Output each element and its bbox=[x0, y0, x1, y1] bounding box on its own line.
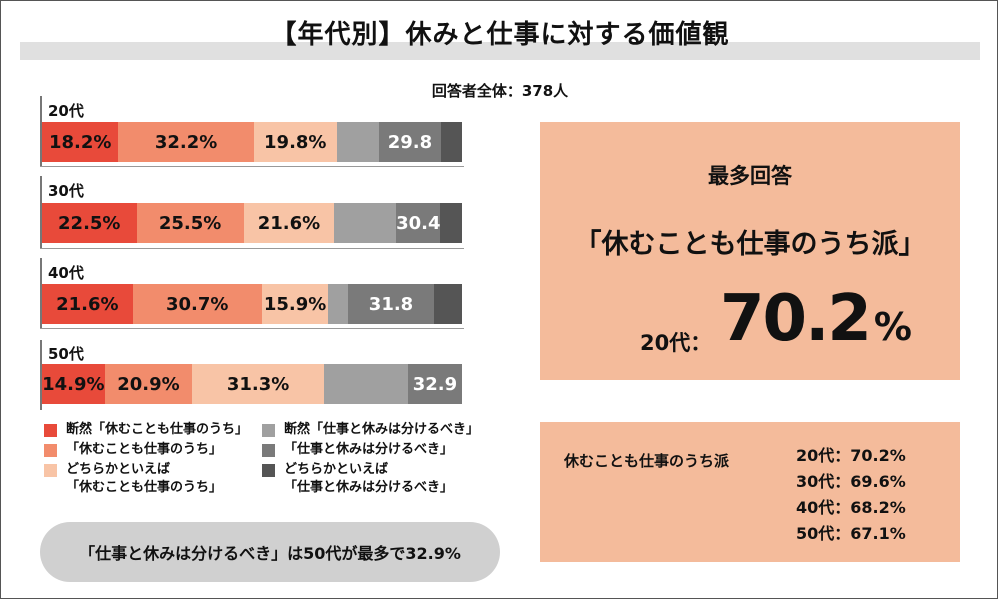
bar-segment: 22.5% bbox=[42, 203, 137, 243]
bar-segment bbox=[334, 203, 397, 243]
row-divider bbox=[40, 248, 464, 249]
row-rule-50s bbox=[40, 340, 42, 410]
bar-segment bbox=[434, 284, 462, 324]
bar-30s: 22.5% 25.5% 21.6% 30.4 bbox=[42, 203, 462, 243]
legend-swatch bbox=[44, 424, 57, 437]
bar-segment bbox=[441, 122, 462, 162]
legend-item: 「休むことも仕事のうち」 bbox=[66, 441, 222, 459]
bar-segment-label: 31.8 bbox=[368, 293, 414, 315]
bar-segment: 19.8% bbox=[253, 122, 337, 162]
legend-text: どちらかといえば bbox=[66, 462, 171, 477]
bar-segment-label: 21.6% bbox=[56, 293, 119, 315]
bar-segment-label: 22.5% bbox=[58, 212, 121, 234]
legend-item: 「仕事と休みは分けるべき」 bbox=[284, 441, 453, 459]
chart-title: 【年代別】休みと仕事に対する価値観 bbox=[270, 20, 730, 50]
respondent-count: 回答者全体：378人 bbox=[431, 82, 569, 100]
bar-segment: 21.6% bbox=[243, 203, 335, 243]
legend-swatch bbox=[44, 464, 57, 477]
bar-segment-label: 32.9 bbox=[412, 373, 458, 395]
bar-segment: 32.2% bbox=[118, 122, 254, 162]
panel2-row: 30代：69.6% bbox=[796, 472, 906, 491]
panel-age: 20代： bbox=[640, 331, 712, 355]
bar-segment-label: 14.9% bbox=[42, 373, 105, 395]
bar-40s: 21.6% 30.7% 15.9% 31.8 bbox=[42, 284, 462, 324]
bar-segment: 15.9% bbox=[261, 284, 329, 324]
panel-heading: 最多回答 bbox=[708, 164, 792, 188]
bar-segment: 14.9% bbox=[42, 364, 105, 404]
row-rule-30s bbox=[40, 176, 42, 248]
bar-segment-label: 31.3% bbox=[226, 373, 290, 395]
age-label-50s: 50代 bbox=[48, 345, 84, 363]
bar-50s: 14.9% 20.9% 31.3% 32.9 bbox=[42, 364, 462, 404]
legend-text: 断然「休むことも仕事のうち」 bbox=[66, 422, 249, 437]
bar-segment: 32.9 bbox=[407, 364, 462, 404]
summary-bubble: 「仕事と休みは分けるべき」は50代が最多で32.9% bbox=[40, 522, 500, 582]
legend-text: どちらかといえば bbox=[284, 462, 389, 477]
panel-value: 70.2% bbox=[720, 282, 912, 356]
age-label-20s: 20代 bbox=[48, 102, 84, 120]
age-label-30s: 30代 bbox=[48, 182, 84, 200]
panel2-row: 50代：67.1% bbox=[796, 524, 906, 543]
bar-segment: 31.3% bbox=[192, 364, 324, 404]
row-divider bbox=[40, 166, 464, 167]
bar-segment-label: 21.6% bbox=[257, 212, 321, 234]
bar-segment-label: 29.8 bbox=[387, 131, 433, 153]
legend-item: 断然「仕事と休みは分けるべき」 bbox=[284, 421, 479, 439]
row-rule-40s bbox=[40, 258, 42, 328]
legend-text: 「仕事と休みは分けるべき」 bbox=[284, 480, 454, 495]
bar-segment bbox=[336, 122, 379, 162]
bar-segment-label: 18.2% bbox=[48, 131, 112, 153]
panel2-row: 20代：70.2% bbox=[796, 446, 906, 465]
legend-swatch bbox=[44, 444, 57, 457]
bar-20s: 18.2% 32.2% 19.8% 29.8 bbox=[42, 122, 462, 162]
bar-segment: 25.5% bbox=[136, 203, 244, 243]
title-band bbox=[20, 42, 980, 60]
summary-text: 「仕事と休みは分けるべき」は50代が最多で32.9% bbox=[79, 544, 461, 563]
bar-segment: 20.9% bbox=[104, 364, 193, 404]
legend-item: どちらかといえば 「仕事と休みは分けるべき」 bbox=[284, 461, 453, 497]
legend-item: 断然「休むことも仕事のうち」 bbox=[66, 421, 248, 439]
top-answer-panel: 最多回答 「休むことも仕事のうち派」 20代： 70.2% bbox=[540, 122, 960, 380]
legend-text: 「仕事と休みは分けるべき」 bbox=[284, 442, 454, 457]
bar-segment: 30.7% bbox=[132, 284, 262, 324]
bar-segment-label: 15.9% bbox=[263, 293, 327, 315]
age-label-40s: 40代 bbox=[48, 264, 84, 282]
bar-segment: 18.2% bbox=[42, 122, 119, 162]
age-summary-panel: 休むことも仕事のうち派 20代：70.2% 30代：69.6% 40代：68.2… bbox=[540, 422, 960, 562]
legend-item: どちらかといえば 「休むことも仕事のうち」 bbox=[66, 461, 222, 497]
bar-segment-label: 19.8% bbox=[264, 131, 327, 153]
row-rule-20s bbox=[40, 96, 42, 166]
panel-value-number: 70.2 bbox=[720, 282, 872, 356]
bar-segment bbox=[440, 203, 462, 243]
legend-text: 「休むことも仕事のうち」 bbox=[66, 480, 223, 495]
legend-swatch bbox=[262, 464, 275, 477]
bar-segment: 31.8 bbox=[347, 284, 435, 324]
legend-swatch bbox=[262, 444, 275, 457]
panel2-row: 40代：68.2% bbox=[796, 498, 906, 517]
legend-text: 「休むことも仕事のうち」 bbox=[66, 442, 223, 457]
panel-answer: 「休むことも仕事のうち派」 bbox=[574, 229, 926, 260]
row-divider bbox=[40, 328, 464, 329]
panel2-label: 休むことも仕事のうち派 bbox=[564, 452, 730, 470]
bar-segment-label: 30.4 bbox=[396, 212, 441, 234]
bar-segment: 30.4 bbox=[396, 203, 441, 243]
bar-segment-label: 30.7% bbox=[165, 293, 229, 315]
bar-segment: 29.8 bbox=[378, 122, 441, 162]
bar-segment-label: 20.9% bbox=[117, 373, 180, 395]
legend-swatch bbox=[262, 424, 275, 437]
bar-segment: 21.6% bbox=[42, 284, 133, 324]
bar-segment-label: 32.2% bbox=[154, 131, 218, 153]
bar-segment-label: 25.5% bbox=[158, 212, 222, 234]
bar-segment bbox=[323, 364, 408, 404]
panel-value-unit: % bbox=[873, 305, 912, 349]
bar-segment bbox=[328, 284, 348, 324]
legend-text: 断然「仕事と休みは分けるべき」 bbox=[284, 422, 480, 437]
